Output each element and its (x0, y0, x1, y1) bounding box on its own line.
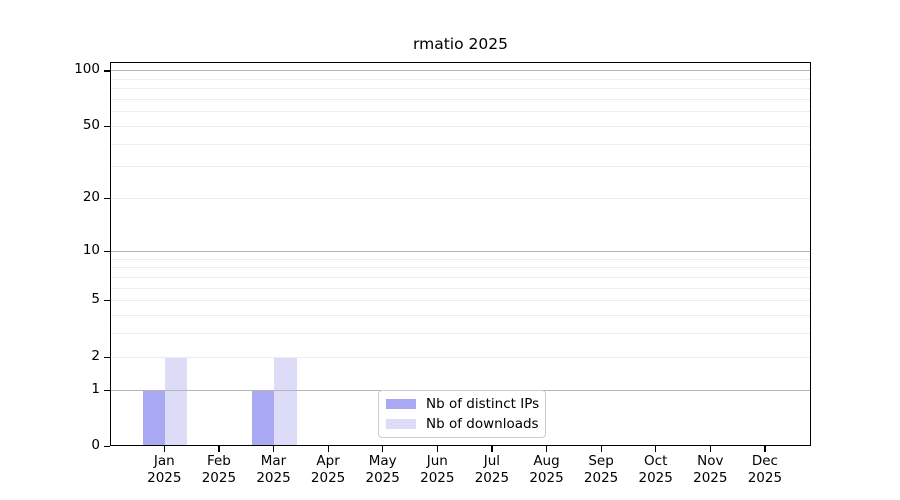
y-tick (104, 389, 110, 391)
legend-entry: Nb of distinct IPs (379, 396, 545, 412)
x-tick (600, 446, 602, 452)
minor-gridline (110, 258, 811, 260)
minor-gridline (110, 111, 811, 113)
x-tick-label: Oct 2025 (638, 453, 673, 486)
minor-gridline (110, 314, 811, 316)
y-tick (104, 198, 110, 200)
x-tick (709, 446, 712, 452)
bar-distinct-ips (142, 389, 166, 446)
minor-gridline (110, 333, 811, 335)
y-tick-label: 2 (91, 347, 100, 364)
bar-distinct-ips (251, 389, 275, 446)
x-tick-label: Jun 2025 (420, 453, 455, 486)
minor-gridline (110, 166, 811, 168)
x-tick (764, 446, 766, 452)
minor-gridline (110, 267, 811, 269)
x-tick-label: Dec 2025 (747, 453, 783, 486)
legend-entry: Nb of downloads (379, 416, 545, 432)
y-tick-label: 0 (91, 437, 100, 453)
minor-gridline (110, 143, 811, 145)
x-tick (491, 446, 493, 452)
y-tick-label: 50 (82, 116, 100, 133)
x-tick-label: Jul 2025 (474, 453, 510, 486)
x-tick (218, 446, 220, 452)
x-tick (273, 446, 275, 452)
x-tick-label: Nov 2025 (693, 453, 728, 486)
y-tick-label: 10 (82, 241, 100, 258)
y-tick (104, 300, 110, 302)
legend-swatch (386, 399, 416, 409)
axis-spines (110, 62, 811, 446)
x-tick-label: Aug 2025 (529, 453, 564, 486)
x-tick (163, 446, 166, 452)
y-tick-label: 20 (82, 189, 100, 206)
major-gridline (110, 70, 811, 72)
bar-downloads (165, 356, 188, 446)
y-tick-label: 1 (91, 380, 100, 397)
x-tick (655, 446, 657, 452)
x-tick-label: May 2025 (365, 453, 400, 486)
y-tick-label: 5 (91, 291, 100, 308)
x-tick-label: Mar 2025 (256, 453, 291, 486)
minor-gridline (110, 198, 811, 200)
legend-label: Nb of downloads (426, 416, 539, 432)
x-tick-label: Sep 2025 (583, 453, 619, 486)
minor-gridline (110, 287, 811, 289)
bar-downloads (274, 356, 297, 446)
legend-label: Nb of distinct IPs (426, 396, 540, 412)
x-tick (327, 446, 329, 452)
x-tick (382, 446, 384, 452)
x-tick (436, 446, 439, 452)
minor-gridline (110, 276, 811, 278)
legend: Nb of distinct IPs Nb of downloads (378, 390, 546, 438)
y-tick-label: 100 (74, 61, 100, 78)
y-tick (104, 446, 110, 448)
chart-title: rmatio 2025 (413, 35, 508, 53)
minor-gridline (110, 125, 811, 127)
y-tick (104, 125, 110, 128)
x-tick-label: Apr 2025 (310, 453, 346, 486)
x-tick-label: Jan 2025 (147, 453, 182, 486)
y-tick (104, 250, 110, 253)
minor-gridline (110, 78, 811, 80)
x-tick-label: Feb 2025 (201, 453, 237, 486)
minor-gridline (110, 356, 811, 358)
minor-gridline (110, 300, 811, 302)
major-gridline (110, 250, 811, 252)
minor-gridline (110, 88, 811, 90)
y-tick (104, 70, 110, 72)
x-tick (546, 446, 548, 452)
legend-swatch (386, 419, 416, 429)
y-tick (104, 356, 110, 358)
minor-gridline (110, 98, 811, 100)
